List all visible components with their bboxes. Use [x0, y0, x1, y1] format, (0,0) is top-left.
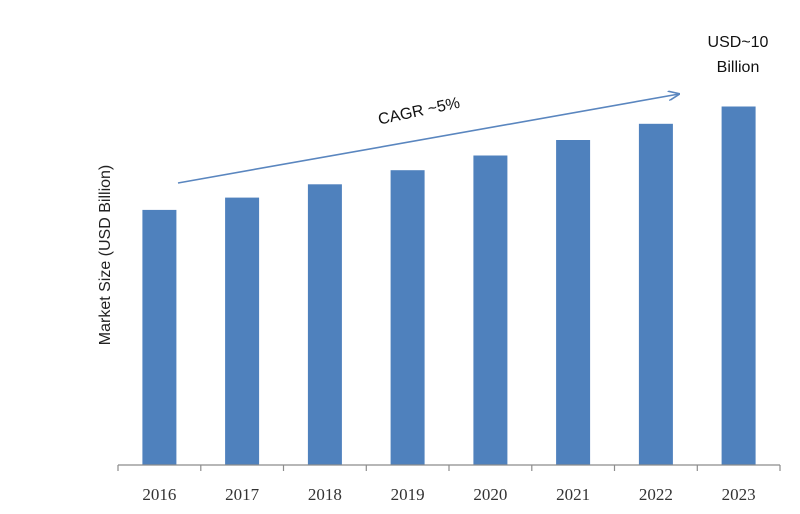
x-tick-label-2022: 2022	[639, 485, 673, 504]
bar-2020	[473, 155, 508, 465]
x-tick-label-2020: 2020	[473, 485, 507, 504]
bar-2022	[638, 123, 673, 466]
bar-2017	[225, 197, 260, 465]
bar-2023	[721, 106, 756, 465]
bar-2016	[142, 209, 177, 465]
bars-group	[142, 106, 756, 466]
y-axis-title: Market Size (USD Billion)	[97, 165, 114, 345]
last-value-label-line2: Billion	[717, 59, 760, 76]
x-tick-label-2023: 2023	[722, 485, 756, 504]
x-tick-label-2019: 2019	[391, 485, 425, 504]
bar-2021	[556, 140, 591, 465]
last-value-label-line1: USD~10	[708, 34, 769, 51]
x-tick-label-2018: 2018	[308, 485, 342, 504]
x-tick-label-2021: 2021	[556, 485, 590, 504]
x-axis-ticks: 2016 2017 2018 2019 2020 2021 2022 2023	[117, 465, 781, 504]
cagr-label: CAGR ~5%	[377, 95, 462, 129]
bar-2019	[390, 170, 425, 465]
cagr-arrow	[177, 94, 679, 184]
bar-2018	[307, 184, 342, 466]
x-tick-label-2016: 2016	[142, 485, 176, 504]
x-tick-label-2017: 2017	[225, 485, 260, 504]
